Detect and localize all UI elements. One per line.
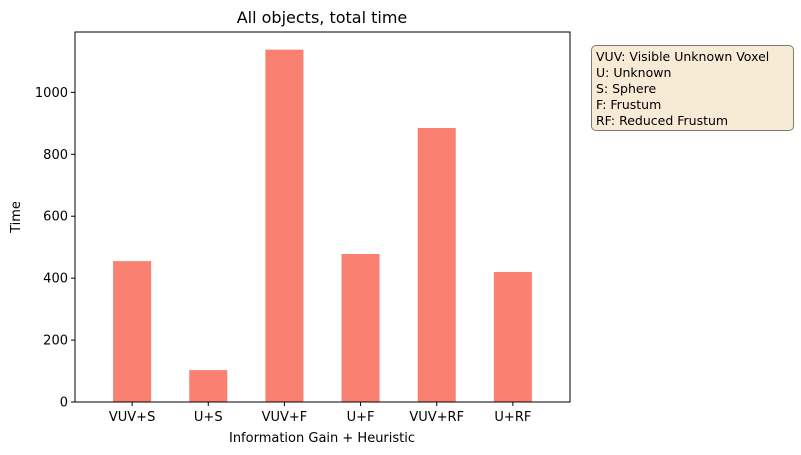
- bar-vuv-s: [113, 261, 152, 402]
- y-tick-label: 400: [43, 272, 68, 287]
- bars-group: [113, 49, 532, 403]
- legend-line: F: Frustum: [596, 97, 662, 112]
- bar-u-rf: [493, 271, 532, 402]
- x-tick-label: VUV+RF: [409, 410, 464, 425]
- x-tick-label: VUV+F: [262, 410, 308, 425]
- x-axis: VUV+S U+S VUV+F U+F VUV+RF U+RF: [109, 402, 531, 425]
- y-tick-label: 600: [43, 210, 68, 225]
- legend-line: U: Unknown: [596, 65, 672, 80]
- plot-frame: [74, 31, 571, 403]
- legend-line: S: Sphere: [596, 81, 657, 96]
- y-tick-label: 800: [43, 148, 68, 163]
- chart-title: All objects, total time: [237, 8, 408, 27]
- y-axis: 0 200 400 600 800 1000: [35, 86, 75, 411]
- x-axis-label: Information Gain + Heuristic: [229, 431, 415, 446]
- legend-line: VUV: Visible Unknown Voxel: [596, 49, 770, 64]
- x-tick-label: VUV+S: [109, 410, 155, 425]
- abbreviation-legend: VUV: Visible Unknown Voxel U: Unknown S:…: [591, 45, 794, 131]
- legend-line: RF: Reduced Frustum: [596, 113, 729, 128]
- bar-vuv-f: [265, 49, 304, 403]
- x-tick-label: U+RF: [494, 410, 531, 425]
- bar-u-f: [341, 254, 380, 402]
- x-tick-label: U+F: [347, 410, 375, 425]
- y-tick-label: 0: [60, 396, 68, 411]
- x-tick-label: U+S: [194, 410, 223, 425]
- y-axis-label: Time: [9, 201, 24, 234]
- bar-vuv-rf: [417, 127, 456, 402]
- y-tick-label: 1000: [35, 86, 68, 101]
- y-tick-label: 200: [43, 334, 68, 349]
- bar-u-s: [189, 370, 228, 402]
